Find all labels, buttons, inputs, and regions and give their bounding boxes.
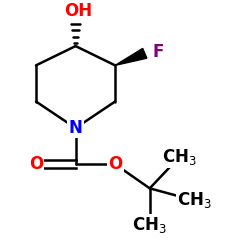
Text: O: O [29, 155, 43, 173]
Text: N: N [68, 119, 82, 137]
Text: CH$_3$: CH$_3$ [132, 214, 167, 234]
Polygon shape [115, 48, 147, 65]
Text: O: O [108, 155, 122, 173]
Text: F: F [152, 43, 164, 61]
Text: CH$_3$: CH$_3$ [177, 190, 212, 210]
Text: OH: OH [64, 2, 92, 20]
Text: CH$_3$: CH$_3$ [162, 147, 197, 167]
